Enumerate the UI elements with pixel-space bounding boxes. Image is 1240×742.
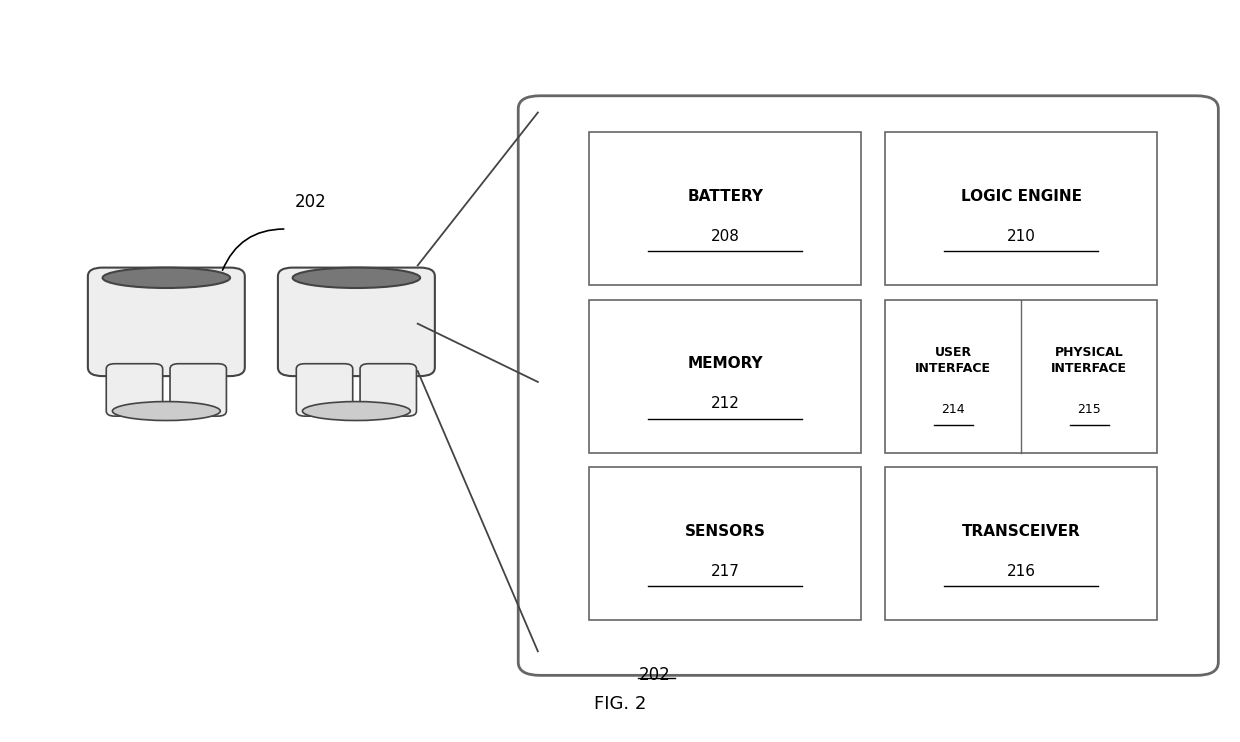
FancyBboxPatch shape (296, 364, 352, 416)
Text: 214: 214 (941, 403, 965, 416)
Ellipse shape (303, 401, 410, 421)
Bar (589, 300, 861, 453)
Text: 202: 202 (639, 666, 670, 684)
Text: TRANSCEIVER: TRANSCEIVER (962, 524, 1080, 539)
Ellipse shape (113, 401, 221, 421)
Text: 217: 217 (711, 564, 739, 579)
Bar (885, 132, 1157, 285)
FancyBboxPatch shape (88, 268, 244, 376)
FancyBboxPatch shape (278, 268, 435, 376)
FancyBboxPatch shape (360, 364, 417, 416)
Text: USER
INTERFACE: USER INTERFACE (915, 347, 991, 375)
Text: 215: 215 (1078, 403, 1101, 416)
Text: 202: 202 (295, 193, 327, 211)
Ellipse shape (293, 268, 420, 288)
Text: 212: 212 (711, 396, 739, 411)
Bar (589, 132, 861, 285)
Text: BATTERY: BATTERY (687, 189, 763, 204)
Ellipse shape (103, 268, 231, 288)
FancyBboxPatch shape (170, 364, 227, 416)
Bar (885, 467, 1157, 620)
Text: FIG. 2: FIG. 2 (594, 695, 646, 713)
Text: 208: 208 (711, 229, 739, 243)
Text: 216: 216 (1007, 564, 1035, 579)
Text: 210: 210 (1007, 229, 1035, 243)
Text: PHYSICAL
INTERFACE: PHYSICAL INTERFACE (1052, 347, 1127, 375)
FancyBboxPatch shape (107, 364, 162, 416)
Text: SENSORS: SENSORS (684, 524, 765, 539)
Text: MEMORY: MEMORY (687, 356, 763, 371)
Bar (589, 467, 861, 620)
Text: LOGIC ENGINE: LOGIC ENGINE (961, 189, 1081, 204)
FancyBboxPatch shape (518, 96, 1219, 675)
Bar (885, 300, 1157, 453)
